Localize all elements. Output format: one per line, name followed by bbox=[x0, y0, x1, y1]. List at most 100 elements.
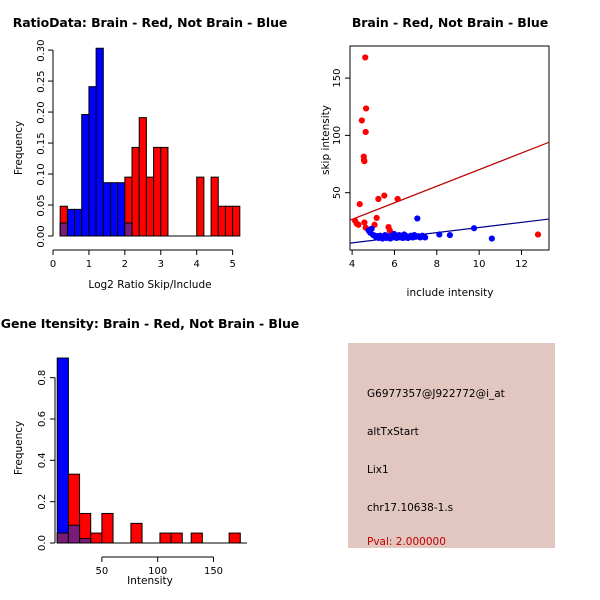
scatter-point bbox=[414, 215, 421, 222]
ratio-bar-not-brain bbox=[95, 47, 104, 237]
ratio-bar-brain bbox=[138, 117, 147, 237]
gene-bar-brain bbox=[170, 532, 183, 544]
probe-id-text: G6977357@J922772@i_at bbox=[367, 388, 505, 400]
event-type-text: altTxStart bbox=[367, 426, 419, 438]
ratio-y-tick-label: 0.10 bbox=[36, 163, 47, 185]
gene-y-tick-label: 0.6 bbox=[37, 411, 48, 427]
ratio-bar-not-brain bbox=[66, 208, 76, 237]
ratio-y-tick-label: 0.30 bbox=[36, 39, 47, 61]
scatter-canvas: 50 100 150 4 6 8 10 12 bbox=[332, 45, 550, 270]
ratio-bar-brain bbox=[153, 146, 162, 237]
scatter-point bbox=[361, 158, 368, 165]
scatter-point bbox=[534, 231, 542, 238]
ratio-histogram-canvas: 0.00 0.05 0.10 0.15 0.20 0.25 0.30 0 1 2 3 4 5 bbox=[36, 39, 241, 270]
scatter-point bbox=[356, 201, 363, 208]
scatter-point bbox=[362, 105, 370, 112]
gene-bar-brain bbox=[101, 512, 114, 544]
scatter-plot-box bbox=[349, 45, 550, 251]
ratio-histogram-panel: RatioData: Brain - Red, Not Brain - Blue… bbox=[0, 0, 300, 300]
gene-x-tick-label: 50 bbox=[96, 566, 109, 577]
gene-bar-brain bbox=[228, 532, 241, 544]
ratio-y-tick-label: 0.25 bbox=[36, 70, 47, 92]
scatter-point bbox=[361, 219, 368, 226]
gene-x-tick-label: 100 bbox=[148, 566, 167, 577]
gene-bar-brain bbox=[190, 532, 203, 544]
ratio-x-tick-label: 5 bbox=[229, 259, 235, 270]
gene-histogram-canvas: 0.0 0.2 0.4 0.6 0.8 50 100 150 bbox=[37, 357, 247, 577]
scatter-title: Brain - Red, Not Brain - Blue bbox=[351, 15, 549, 30]
ratio-bar-brain bbox=[232, 205, 241, 237]
ratio-bar-overlap bbox=[59, 222, 68, 237]
gene-symbol-text: Lix1 bbox=[367, 464, 389, 476]
ratio-y-tick-label: 0.00 bbox=[36, 225, 47, 247]
ratio-bar-brain bbox=[196, 176, 205, 237]
ratio-histogram-plot-area bbox=[59, 47, 241, 237]
scatter-point bbox=[386, 227, 393, 234]
gene-y-tick-label: 0.4 bbox=[37, 452, 48, 468]
ratio-bar-brain bbox=[160, 146, 169, 237]
ratio-y-tick-label: 0.05 bbox=[36, 194, 47, 216]
ratio-histogram-title: RatioData: Brain - Red, Not Brain - Blue bbox=[12, 15, 288, 30]
scatter-x-tick-label: 12 bbox=[515, 259, 528, 270]
ratio-bar-not-brain bbox=[74, 208, 83, 237]
ratio-bar-not-brain bbox=[102, 182, 111, 237]
scatter-x-tick-label: 10 bbox=[473, 259, 486, 270]
ratio-y-tick-label: 0.15 bbox=[36, 132, 47, 154]
ratio-x-tick-label: 1 bbox=[86, 259, 92, 270]
ratio-x-tick-label: 3 bbox=[158, 259, 164, 270]
ratio-bar-brain bbox=[145, 176, 155, 237]
gene-x-tick-label: 150 bbox=[204, 566, 223, 577]
scatter-y-tick-label: 50 bbox=[332, 186, 343, 199]
scatter-plot-area bbox=[350, 54, 549, 244]
ratio-bar-overlap bbox=[124, 222, 133, 237]
scatter-x-tick-label: 4 bbox=[349, 259, 355, 270]
ratio-bar-brain bbox=[224, 205, 234, 237]
scatter-x-tick-label: 8 bbox=[434, 259, 440, 270]
ratio-x-tick-label: 4 bbox=[194, 259, 200, 270]
scatter-fit-line bbox=[350, 141, 549, 221]
gene-y-tick-label: 0.2 bbox=[37, 494, 48, 510]
scatter-point bbox=[436, 231, 443, 238]
ratio-histogram-ylabel: Frequency bbox=[13, 120, 25, 175]
scatter-point bbox=[470, 225, 478, 232]
ratio-bar-brain bbox=[131, 146, 140, 237]
gene-bar-not-brain bbox=[56, 357, 69, 544]
ratio-bar-not-brain bbox=[81, 114, 90, 237]
ratio-bar-not-brain bbox=[109, 182, 119, 237]
gene-y-tick-label: 0.8 bbox=[37, 370, 48, 386]
scatter-point bbox=[373, 214, 380, 222]
scatter-point bbox=[381, 192, 388, 199]
scatter-xlabel: include intensity bbox=[406, 287, 494, 299]
gene-bar-overlap bbox=[79, 538, 92, 544]
scatter-y-tick-label: 100 bbox=[332, 126, 343, 145]
scatter-point bbox=[422, 234, 429, 241]
scatter-point bbox=[362, 128, 369, 136]
scatter-panel: Brain - Red, Not Brain - Blue 50 100 150 4 6… bbox=[300, 0, 600, 300]
gene-bar-brain bbox=[130, 522, 143, 544]
ratio-x-tick-label: 0 bbox=[50, 259, 56, 270]
ratio-bar-not-brain bbox=[88, 86, 97, 237]
gene-info-background: G6977357@J922772@i_at altTxStart Lix1 ch… bbox=[348, 343, 555, 548]
ratio-histogram-xlabel: Log2 Ratio Skip/Include bbox=[88, 279, 212, 291]
scatter-point bbox=[488, 235, 495, 242]
ratio-bar-not-brain bbox=[117, 182, 126, 237]
scatter-point bbox=[375, 195, 382, 203]
ratio-x-tick-label: 2 bbox=[122, 259, 128, 270]
scatter-point bbox=[394, 195, 401, 203]
scatter-point bbox=[355, 221, 362, 228]
ratio-y-tick-label: 0.20 bbox=[36, 101, 47, 123]
ratio-bar-brain bbox=[217, 205, 226, 237]
gene-histogram-plot-area bbox=[56, 357, 241, 544]
gene-bar-brain bbox=[159, 532, 172, 544]
gene-histogram-xlabel: Intensity bbox=[127, 575, 173, 587]
gene-histogram-title: Gene Itensity: Brain - Red, Not Brain - … bbox=[0, 316, 300, 331]
gene-histogram-panel: Gene Itensity: Brain - Red, Not Brain - … bbox=[0, 300, 300, 600]
scatter-point bbox=[362, 54, 369, 61]
ratio-bar-brain bbox=[210, 176, 219, 237]
gene-info-panel: G6977357@J922772@i_at altTxStart Lix1 ch… bbox=[300, 300, 600, 600]
scatter-point bbox=[358, 117, 365, 124]
gene-y-tick-label: 0.0 bbox=[37, 535, 48, 551]
scatter-ylabel: skip intensity bbox=[320, 105, 332, 175]
scatter-point bbox=[446, 232, 454, 239]
gene-bar-brain bbox=[90, 532, 103, 544]
